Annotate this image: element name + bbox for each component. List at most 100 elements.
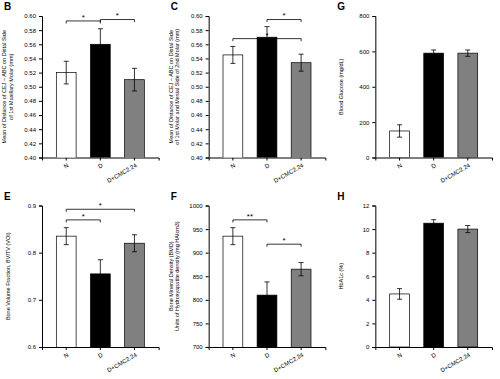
error-cap bbox=[431, 56, 436, 57]
tick-mark bbox=[39, 158, 42, 159]
chart-title: C bbox=[171, 1, 178, 12]
tick-label: 0.40 bbox=[24, 155, 36, 161]
y-tick: 0.44 bbox=[191, 127, 209, 133]
tick-label: D+CMC2.24 bbox=[439, 351, 471, 373]
y-axis-label-line: Bone Mineral Density (BMD) bbox=[168, 241, 174, 311]
plot-area bbox=[223, 228, 311, 347]
error-cap bbox=[132, 251, 137, 252]
y-axis-label-line: Mean of Distance of CEJ – ABC on Distal … bbox=[168, 30, 174, 143]
tick-label: D+CMC2.24 bbox=[273, 351, 305, 373]
y-axis: 0.400.420.440.460.480.500.520.540.560.58… bbox=[191, 13, 209, 161]
x-tick: N bbox=[63, 347, 70, 359]
error-cap bbox=[465, 49, 470, 50]
tick-mark bbox=[372, 253, 375, 254]
tick-label: N bbox=[396, 352, 403, 359]
tick-label: 0.7 bbox=[28, 297, 37, 303]
tick-mark bbox=[39, 44, 42, 45]
tick-mark bbox=[39, 16, 42, 17]
y-axis-label-line: Bone Volume Fraction, BV/TV (VOI) bbox=[5, 232, 11, 320]
chart-title: B bbox=[4, 1, 11, 12]
tick-label: D+CMC2.24 bbox=[106, 351, 138, 373]
tick-label: 0.46 bbox=[191, 112, 203, 118]
error-cap bbox=[299, 262, 304, 263]
tick-label: 0.48 bbox=[24, 98, 36, 104]
y-axis-label: Mean of Distance of CEJ – ABC on Distal … bbox=[168, 29, 181, 145]
chart-title: F bbox=[171, 191, 177, 202]
error-line bbox=[399, 125, 400, 137]
error-cap bbox=[64, 83, 69, 84]
tick-label: 0.52 bbox=[191, 70, 203, 76]
x-tick: D bbox=[430, 347, 437, 359]
y-tick: 0.9 bbox=[28, 203, 42, 209]
tick-mark bbox=[206, 253, 209, 254]
error-line bbox=[467, 226, 468, 233]
error-cap bbox=[230, 244, 235, 245]
y-axis-label-line: Mean of Distance of CEJ – ABC on Distal … bbox=[1, 30, 7, 143]
error-line bbox=[100, 29, 101, 60]
tick-label: 0.50 bbox=[191, 84, 203, 90]
tick-label: N bbox=[396, 162, 403, 169]
x-tick: D bbox=[97, 158, 104, 170]
tick-mark bbox=[39, 115, 42, 116]
y-axis: 0.60.70.80.9 bbox=[28, 203, 43, 350]
tick-label: N bbox=[230, 352, 237, 359]
error-cap bbox=[265, 26, 270, 27]
y-tick: 0.7 bbox=[28, 297, 42, 303]
y-tick: 0.50 bbox=[24, 84, 42, 90]
y-tick: 0.52 bbox=[24, 70, 42, 76]
tick-mark bbox=[433, 347, 434, 350]
tick-mark bbox=[267, 158, 268, 161]
tick-mark bbox=[39, 73, 42, 74]
error-line bbox=[267, 282, 268, 308]
x-axis: NDD+CMC2.24 bbox=[209, 347, 326, 373]
y-axis-label-line: HbA1c (%) bbox=[338, 263, 344, 290]
tick-mark bbox=[372, 347, 375, 348]
tick-mark bbox=[206, 73, 209, 74]
tick-mark bbox=[206, 158, 209, 159]
tick-mark bbox=[66, 347, 67, 350]
tick-mark bbox=[206, 30, 209, 31]
y-tick: 6 bbox=[366, 274, 375, 280]
plot-area bbox=[56, 228, 144, 347]
tick-mark bbox=[301, 347, 302, 350]
tick-label: 0.44 bbox=[191, 127, 203, 133]
bar bbox=[223, 55, 243, 158]
tick-mark bbox=[66, 158, 67, 161]
bar-chart: 024681012NDD+CMC2.24HHbA1c (%) bbox=[337, 191, 492, 374]
error-line bbox=[399, 289, 400, 300]
tick-label: 12 bbox=[363, 203, 370, 209]
plot-area bbox=[223, 27, 311, 158]
error-bar bbox=[431, 220, 436, 227]
error-line bbox=[467, 50, 468, 56]
tick-label: 600 bbox=[359, 49, 370, 55]
y-tick: 0.56 bbox=[191, 42, 209, 48]
y-tick: 0.54 bbox=[24, 56, 42, 62]
tick-label: 400 bbox=[359, 84, 370, 90]
error-line bbox=[66, 61, 67, 84]
error-cap bbox=[299, 71, 304, 72]
tick-label: 0.42 bbox=[191, 141, 203, 147]
tick-label: 800 bbox=[193, 297, 204, 303]
figure: 0.400.420.440.460.480.500.520.540.560.58… bbox=[0, 0, 500, 379]
error-bar bbox=[64, 228, 69, 245]
y-tick: 0.6 bbox=[28, 344, 42, 350]
y-axis-label: HbA1c (%) bbox=[338, 263, 344, 290]
axis-line bbox=[206, 17, 210, 159]
error-line bbox=[134, 68, 135, 91]
y-tick: 4 bbox=[366, 297, 375, 303]
error-cap bbox=[132, 234, 137, 235]
tick-mark bbox=[467, 158, 468, 161]
axis-line bbox=[39, 17, 43, 159]
x-axis: NDD+CMC2.24 bbox=[43, 158, 160, 184]
axis-line bbox=[43, 348, 160, 351]
error-cap bbox=[397, 124, 402, 125]
tick-label: 0.56 bbox=[191, 42, 203, 48]
tick-mark bbox=[39, 143, 42, 144]
error-line bbox=[232, 46, 233, 63]
tick-label: 0.6 bbox=[28, 344, 37, 350]
tick-mark bbox=[39, 253, 42, 254]
y-tick: 0.52 bbox=[191, 70, 209, 76]
tick-mark bbox=[206, 300, 209, 301]
tick-mark bbox=[100, 347, 101, 350]
error-bar bbox=[98, 260, 103, 288]
